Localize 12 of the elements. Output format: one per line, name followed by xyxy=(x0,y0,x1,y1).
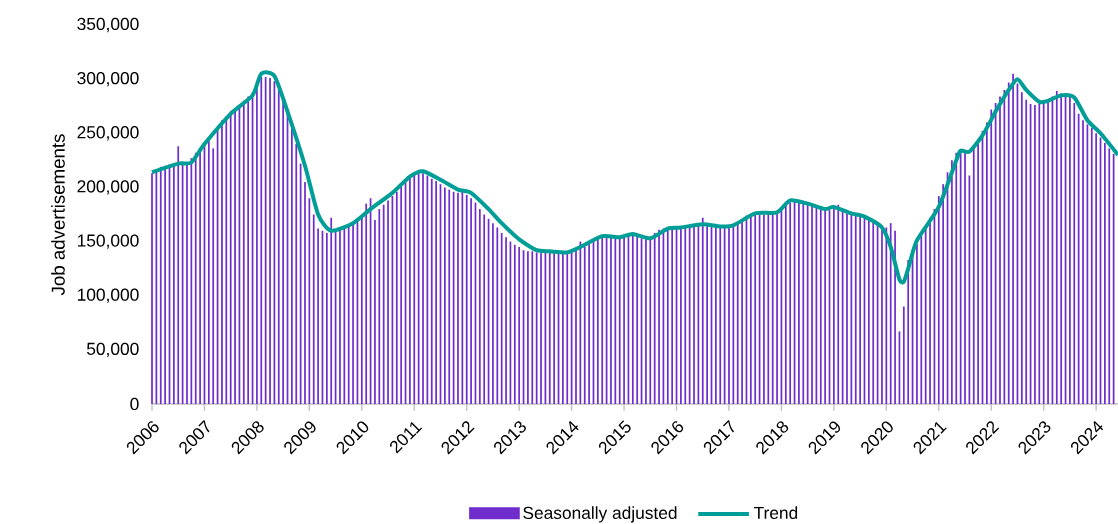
y-tick-label: 100,000 xyxy=(77,288,139,303)
legend-label: Trend xyxy=(753,506,798,520)
y-tick-label: 150,000 xyxy=(77,234,139,249)
y-axis-title: Job advertisements xyxy=(51,134,65,296)
y-tick-label: 50,000 xyxy=(86,342,139,358)
y-tick-label: 300,000 xyxy=(77,71,139,87)
y-tick-label: 250,000 xyxy=(77,126,139,141)
y-tick-label: 200,000 xyxy=(77,180,139,195)
y-tick-label: 350,000 xyxy=(77,17,139,33)
legend-label: Seasonally adjusted xyxy=(523,506,677,523)
line-series xyxy=(150,70,1118,285)
y-tick-label: 0 xyxy=(130,397,139,411)
